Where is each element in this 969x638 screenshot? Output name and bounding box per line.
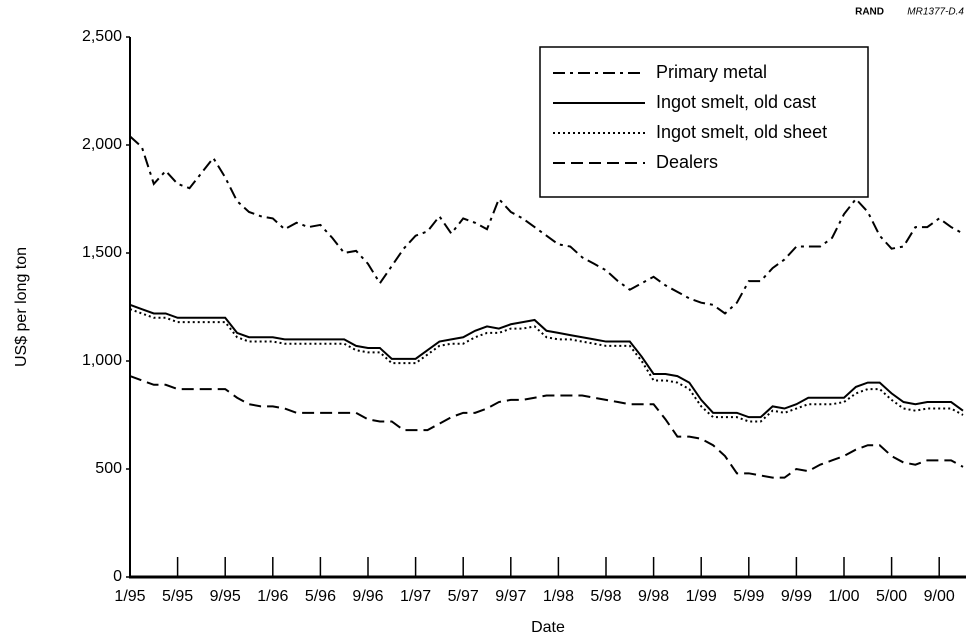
x-tick-label: 5/00 — [876, 588, 907, 605]
x-axis-label: Date — [531, 619, 565, 636]
y-axis-label: US$ per long ton — [13, 247, 30, 367]
y-tick-label: 2,000 — [82, 136, 122, 153]
x-tick-label: 9/99 — [781, 588, 812, 605]
legend-label: Ingot smelt, old cast — [656, 92, 816, 112]
y-tick-label: 0 — [113, 568, 122, 585]
y-tick-label: 1,500 — [82, 244, 122, 261]
source: RAND — [855, 7, 884, 18]
x-tick-label: 5/97 — [448, 588, 479, 605]
series-line — [129, 303, 964, 419]
y-tick-label: 500 — [95, 460, 122, 477]
series-line — [129, 375, 964, 479]
series-line — [129, 135, 964, 315]
y-tick-label: 2,500 — [82, 28, 122, 45]
x-tick-label: 1/99 — [686, 588, 717, 605]
figure-id: MR1377-D.4 — [907, 7, 964, 18]
x-tick-label: 1/95 — [114, 588, 145, 605]
y-tick-label: 1,000 — [82, 352, 122, 369]
x-tick-label: 1/98 — [543, 588, 574, 605]
x-tick-label: 9/98 — [638, 588, 669, 605]
x-tick-label: 5/99 — [733, 588, 764, 605]
x-tick-label: 5/95 — [162, 588, 193, 605]
x-tick-label: 9/96 — [352, 588, 383, 605]
x-tick-label: 1/97 — [400, 588, 431, 605]
x-tick-label: 1/00 — [828, 588, 859, 605]
x-tick-label: 9/97 — [495, 588, 526, 605]
legend-box — [539, 46, 869, 198]
x-tick-label: 5/98 — [590, 588, 621, 605]
x-tick-label: 1/96 — [257, 588, 288, 605]
legend-label: Ingot smelt, old sheet — [656, 122, 827, 142]
x-tick-label: 5/96 — [305, 588, 336, 605]
legend-label: Primary metal — [656, 62, 767, 82]
x-tick-label: 9/00 — [924, 588, 955, 605]
legend-label: Dealers — [656, 152, 718, 172]
x-tick-label: 9/95 — [210, 588, 241, 605]
series-line — [129, 308, 964, 423]
